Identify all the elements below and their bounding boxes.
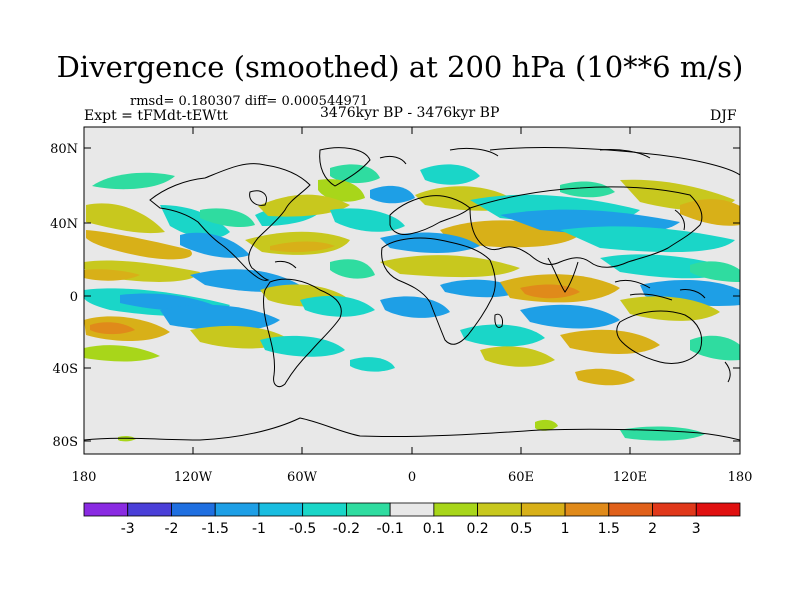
colorbar-box <box>695 502 741 517</box>
y-tick-label: 80S <box>53 435 78 450</box>
stats-text: rmsd= 0.180307 diff= 0.000544971 <box>130 94 369 109</box>
x-tick-label: 180 <box>72 470 97 485</box>
colorbar-box <box>477 502 522 517</box>
y-tick-label: 40N <box>50 217 78 232</box>
x-tick-label: 0 <box>408 470 416 485</box>
map-title: Divergence (smoothed) at 200 hPa (10**6 … <box>56 50 744 84</box>
colorbar-box <box>389 502 435 517</box>
colorbar-box <box>608 502 653 517</box>
colorbar-label: -3 <box>121 521 135 537</box>
colorbar-box <box>258 502 304 517</box>
season-label: DJF <box>710 108 737 124</box>
colorbar-box <box>83 502 129 517</box>
colorbar-box <box>433 502 479 517</box>
colorbar-label: -0.1 <box>376 521 403 537</box>
colorbar-labels: -3 -2 -1.5 -1 -0.5 -0.2 -0.1 0.1 0.2 0.5 1 1.5 2 3 <box>121 521 701 537</box>
colorbar-label: -1.5 <box>202 521 229 537</box>
x-tick-label: 180 <box>728 470 753 485</box>
colorbar-box <box>127 502 172 517</box>
colorbar-label: 2 <box>648 521 657 537</box>
colorbar-label: 1 <box>561 521 570 537</box>
y-tick-label: 0 <box>70 290 78 305</box>
divergence-field <box>84 164 740 442</box>
colorbar-label: 0.5 <box>510 521 532 537</box>
colorbar-label: 3 <box>692 521 701 537</box>
x-tick-label: 60W <box>287 470 318 485</box>
colorbar-label: -1 <box>252 521 266 537</box>
colorbar-box <box>171 502 216 517</box>
period-label: 3476kyr BP - 3476kyr BP <box>320 105 500 121</box>
colorbar-box <box>302 502 347 517</box>
colorbar-box <box>345 502 391 517</box>
colorbar-label: 0.1 <box>423 521 445 537</box>
experiment-label: Expt = tFMdt-tEWtt <box>84 108 228 124</box>
x-tick-label: 60E <box>508 470 534 485</box>
coastlines <box>84 147 740 441</box>
axis-ticks <box>83 127 741 454</box>
colorbar-label: 1.5 <box>598 521 620 537</box>
colorbar-label: -2 <box>164 521 178 537</box>
colorbar <box>83 502 741 517</box>
colorbar-box <box>652 502 697 517</box>
colorbar-box <box>520 502 566 517</box>
colorbar-label: -0.5 <box>289 521 316 537</box>
colorbar-box <box>564 502 610 517</box>
y-tick-label: 80N <box>50 142 78 157</box>
colorbar-label: -0.2 <box>333 521 360 537</box>
map-background <box>84 127 740 454</box>
y-tick-label: 40S <box>53 362 78 377</box>
colorbar-box <box>214 502 260 517</box>
x-tick-label: 120W <box>174 470 213 485</box>
x-tick-label: 120E <box>613 470 647 485</box>
colorbar-label: 0.2 <box>466 521 488 537</box>
